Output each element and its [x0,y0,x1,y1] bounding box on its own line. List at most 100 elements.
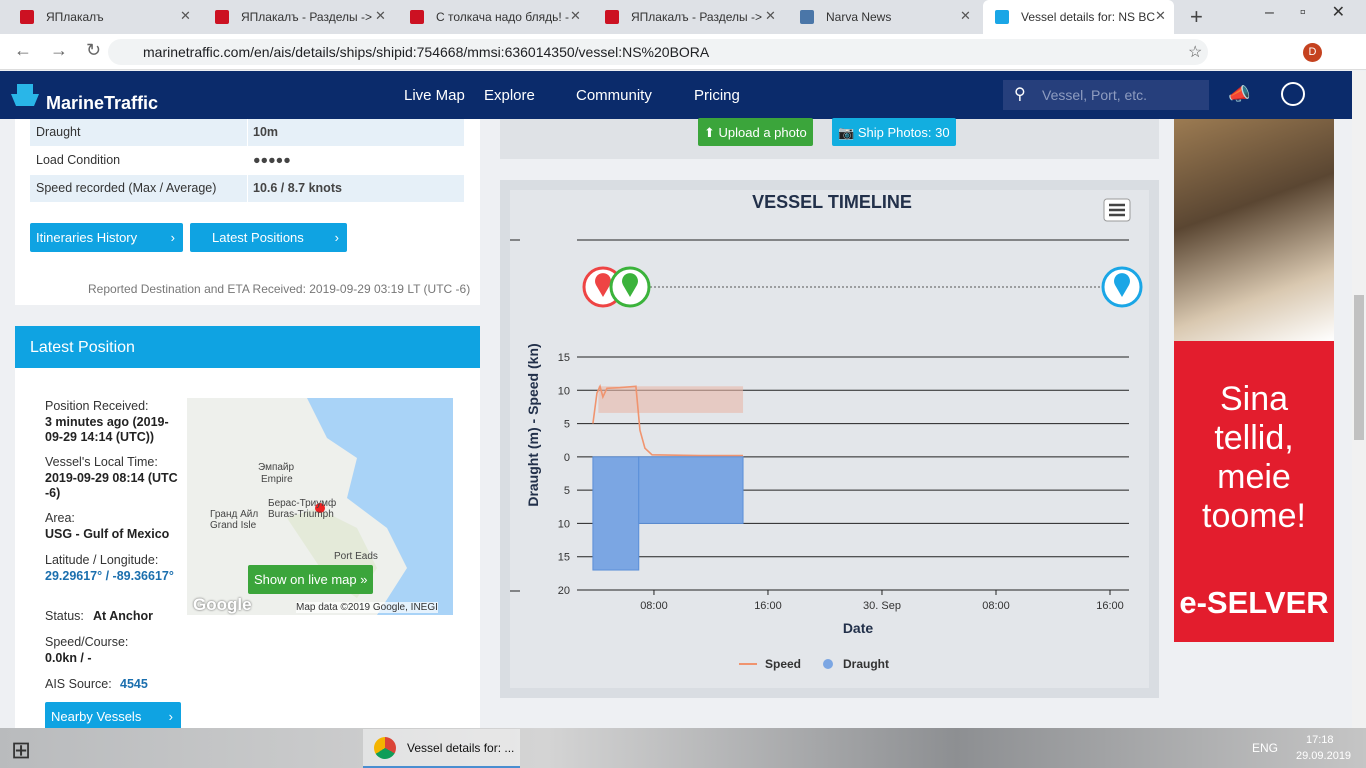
ad-line: toome! [1202,497,1306,535]
scroll-thumb[interactable] [1354,295,1364,440]
card-header [15,326,480,368]
y-tick-label: 10 [558,385,570,397]
search-icon: ⚲ [1014,86,1026,103]
legend-swatch [823,659,833,669]
y-tick-label: 15 [558,352,570,364]
search-box[interactable] [1003,80,1209,110]
event-pin-blue[interactable] [1101,266,1143,308]
nav-buttons[interactable]: ←→↻ [14,40,120,60]
tab[interactable]: ЯПлакалъ [46,10,104,24]
omnibox[interactable] [108,39,1208,65]
map-logo: Google [193,595,252,614]
row-label: Load Condition [36,153,121,167]
x-tick-label: 16:00 [1096,600,1124,612]
legend-label[interactable]: Draught [843,657,889,671]
row-label: Draught [36,125,81,139]
window-controls[interactable]: –▫✕ [1265,4,1366,21]
table-divider [247,119,248,146]
bookmark-star[interactable]: ☆ [1188,44,1203,61]
field-label: Position Received: [45,399,149,413]
field-value: 2019-09-29 08:14 (UTC -6) [45,471,178,500]
logo[interactable]: MarineTraffic [46,93,159,113]
live-map-button[interactable]: Show on live map » [248,565,374,594]
tab-close[interactable]: ✕ [570,8,581,23]
upload-button[interactable]: ⬆ Upload a photo [698,118,813,146]
button-label: Itineraries History [36,230,138,245]
field-value: 0.0kn / - [45,651,92,665]
tab[interactable]: Vessel details for: NS BC [983,0,1174,34]
ad-line: tellid, [1214,419,1294,457]
menu-icon[interactable] [1103,198,1131,222]
x-tick-label: 16:00 [754,600,782,612]
new-tab[interactable]: + [1190,4,1203,29]
logo-icon [11,84,39,106]
window-title: Vessel details for: ... [407,741,515,755]
clock-time: 17:18 [1306,734,1334,746]
field-value: USG - Gulf of Mexico [45,527,170,541]
nav-item[interactable]: Pricing [694,87,740,104]
x-axis-label: Date [843,620,874,636]
table-divider [247,147,248,174]
tab[interactable]: ЯПлакалъ - Разделы -> [631,10,762,24]
start-button[interactable]: ⊞ [11,737,32,764]
tab-close[interactable]: ✕ [1155,8,1166,23]
draught-bar [592,456,640,571]
timeline-chart: VESSEL TIMELINE Draught (m) - Speed (kn)… [510,190,1149,688]
search-placeholder: Vessel, Port, etc. [1042,87,1148,103]
ad-photo [1174,119,1334,341]
map-label: Port Eads [334,551,378,562]
card-title: Latest Position [30,339,135,356]
profile[interactable]: D [1303,43,1322,62]
nav-item[interactable]: Community [576,87,652,104]
field-label: Status: [45,609,84,623]
language[interactable]: ENG [1252,741,1279,755]
tab[interactable]: ЯПлакалъ - Разделы -> [241,10,372,24]
field-value: 3 minutes ago (2019-09-29 14:14 (UTC)) [45,415,169,444]
chrome-icon [374,737,396,759]
field-label: Area: [45,511,75,525]
button-label: Upload a photo [718,125,807,140]
tab[interactable]: Narva News [826,10,892,24]
tab-close[interactable]: ✕ [180,8,191,23]
notifications[interactable]: 📣 [1228,84,1251,104]
photo-panel [500,119,1159,159]
tab-close[interactable]: ✕ [375,8,386,23]
tab-close[interactable]: ✕ [960,8,971,23]
y-tick-label: 20 [558,585,570,597]
user-menu[interactable] [1281,82,1305,106]
event-pin-green[interactable] [609,266,651,308]
latest-positions-button[interactable]: Latest Positions › [190,223,347,252]
x-tick-label: 30. Sep [863,600,901,612]
y-tick-label: 0 [564,452,570,464]
ad-line: Sina [1219,380,1289,418]
button-label: Nearby Vessels [51,709,142,724]
tab-close[interactable]: ✕ [765,8,776,23]
chart-title: VESSEL TIMELINE [752,192,912,212]
field-label: Speed/Course: [45,635,129,649]
nav-item[interactable]: Explore [484,87,535,104]
speed-range [598,386,744,413]
map-label: Берас-Триумф [268,498,337,509]
nav-item[interactable]: Live Map [404,87,465,104]
tab[interactable]: С толкача надо блядь! - [436,10,570,24]
y-tick-label: 5 [564,419,570,431]
button-label: Ship Photos: 30 [857,125,950,140]
legend-label[interactable]: Speed [765,657,801,671]
nearby-button[interactable]: Nearby Vessels › [45,702,181,730]
button-label: Latest Positions [212,230,304,245]
taskbar [0,728,1366,768]
draught-bar [638,456,744,524]
y-axis-label: Draught (m) - Speed (kn) [525,343,541,506]
itineraries-button[interactable]: Itineraries History › [30,223,183,252]
map-label: Эмпайр [258,462,295,473]
row-value: 10.6 / 8.7 knots [253,181,342,195]
ad-line: meie [1217,458,1291,496]
tab-icon [410,10,424,24]
x-tick-label: 08:00 [640,600,668,612]
tab-icon [800,10,814,24]
tab-icon [605,10,619,24]
field-value: 29.29617° / -89.36617° [45,569,174,583]
photos-button[interactable]: 📷 Ship Photos: 30 [832,118,956,146]
field-value: At Anchor [93,609,153,623]
